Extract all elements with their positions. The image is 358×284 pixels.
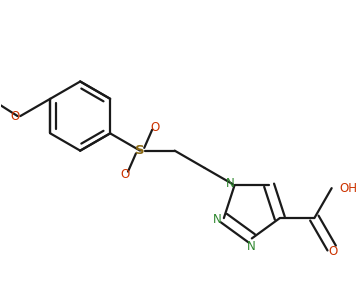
Text: N: N (213, 213, 222, 226)
Text: O: O (150, 121, 159, 134)
Text: N: N (247, 239, 256, 252)
Text: O: O (121, 168, 130, 181)
Text: S: S (135, 144, 145, 157)
Text: OH: OH (339, 182, 357, 195)
Text: O: O (10, 110, 20, 123)
Text: O: O (329, 245, 338, 258)
Text: N: N (226, 177, 235, 190)
